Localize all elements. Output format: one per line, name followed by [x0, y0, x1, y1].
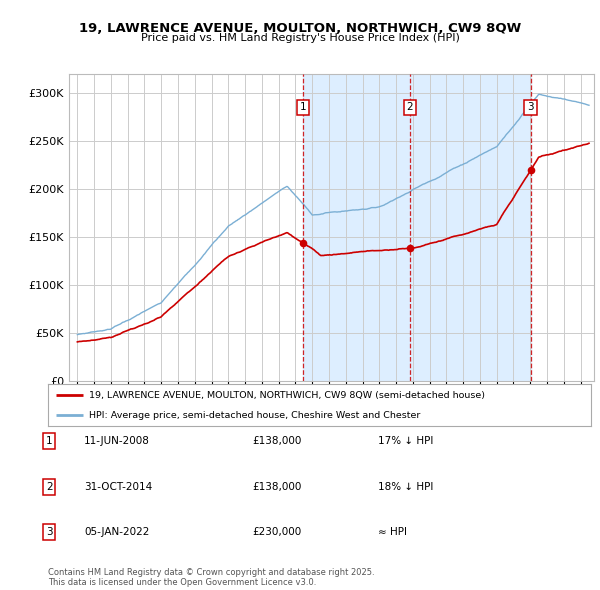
Text: 19, LAWRENCE AVENUE, MOULTON, NORTHWICH, CW9 8QW (semi-detached house): 19, LAWRENCE AVENUE, MOULTON, NORTHWICH,…	[89, 391, 485, 400]
Text: 19, LAWRENCE AVENUE, MOULTON, NORTHWICH, CW9 8QW: 19, LAWRENCE AVENUE, MOULTON, NORTHWICH,…	[79, 22, 521, 35]
Text: 3: 3	[527, 103, 534, 113]
Text: 31-OCT-2014: 31-OCT-2014	[84, 482, 152, 491]
Text: HPI: Average price, semi-detached house, Cheshire West and Chester: HPI: Average price, semi-detached house,…	[89, 411, 420, 420]
Text: 1: 1	[299, 103, 306, 113]
Text: 2: 2	[46, 482, 53, 491]
Bar	[303, 74, 410, 381]
Text: £138,000: £138,000	[252, 482, 301, 491]
Text: 11-JUN-2008: 11-JUN-2008	[84, 437, 150, 446]
Text: Contains HM Land Registry data © Crown copyright and database right 2025.
This d: Contains HM Land Registry data © Crown c…	[48, 568, 374, 587]
Text: £138,000: £138,000	[252, 437, 301, 446]
Text: 3: 3	[46, 527, 53, 537]
Text: 18% ↓ HPI: 18% ↓ HPI	[378, 482, 433, 491]
Text: £230,000: £230,000	[252, 527, 301, 537]
Text: ≈ HPI: ≈ HPI	[378, 527, 407, 537]
Text: 05-JAN-2022: 05-JAN-2022	[84, 527, 149, 537]
Bar	[410, 74, 530, 381]
Text: 2: 2	[407, 103, 413, 113]
Text: 1: 1	[46, 437, 53, 446]
Text: Price paid vs. HM Land Registry's House Price Index (HPI): Price paid vs. HM Land Registry's House …	[140, 33, 460, 43]
Text: 17% ↓ HPI: 17% ↓ HPI	[378, 437, 433, 446]
